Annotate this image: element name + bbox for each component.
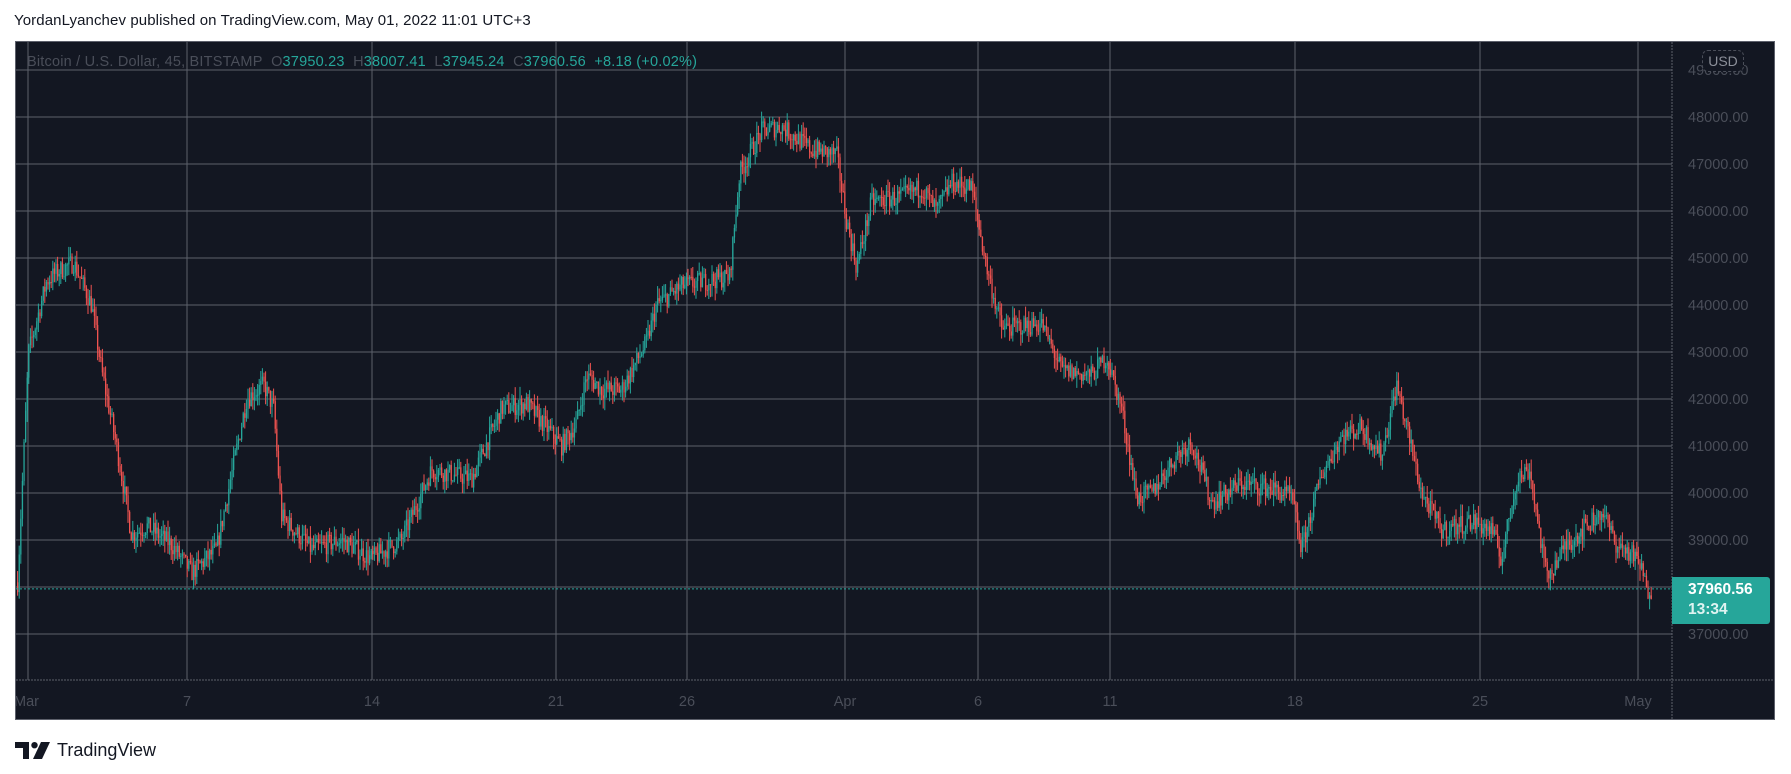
y-tick-label: 48000.00 xyxy=(1688,110,1748,126)
y-tick-label: 42000.00 xyxy=(1688,392,1748,408)
high-value: 38007.41 xyxy=(363,54,426,70)
change-value: +8.18 (+0.02%) xyxy=(594,54,698,70)
x-tick-label: Apr xyxy=(834,694,857,710)
y-tick-label: 40000.00 xyxy=(1688,486,1748,502)
candlestick-chart[interactable]: 37000.0038000.0039000.0040000.0041000.00… xyxy=(16,42,1775,720)
x-tick-label: 18 xyxy=(1287,694,1303,710)
y-tick-label: 41000.00 xyxy=(1688,439,1748,455)
x-tick-label: 26 xyxy=(679,694,695,710)
chart-panel[interactable]: 37000.0038000.0039000.0040000.0041000.00… xyxy=(15,41,1775,720)
y-tick-label: 44000.00 xyxy=(1688,298,1748,314)
x-tick-label: Mar xyxy=(16,694,39,710)
y-tick-label: 37000.00 xyxy=(1688,627,1748,643)
publish-info: YordanLyanchev published on TradingView.… xyxy=(14,12,531,29)
y-tick-label: 43000.00 xyxy=(1688,345,1748,361)
last-price-tag: 37960.56 13:34 xyxy=(1672,577,1770,624)
x-tick-label: 21 xyxy=(548,694,564,710)
x-tick-label: 11 xyxy=(1102,694,1117,710)
x-tick-label: 25 xyxy=(1472,694,1488,710)
y-tick-label: 45000.00 xyxy=(1688,251,1748,267)
low-label: L xyxy=(434,54,443,70)
currency-badge[interactable]: USD xyxy=(1702,50,1744,72)
x-tick-label: 6 xyxy=(974,694,982,710)
y-tick-label: 39000.00 xyxy=(1688,533,1748,549)
x-tick-label: 7 xyxy=(183,694,191,710)
open-value: 37950.23 xyxy=(282,54,345,70)
symbol-legend: Bitcoin / U.S. Dollar, 45, BITSTAMP O379… xyxy=(27,54,697,70)
tradingview-logo-icon xyxy=(15,741,50,759)
x-tick-label: 14 xyxy=(364,694,380,710)
high-label: H xyxy=(353,54,364,70)
last-price: 37960.56 xyxy=(1688,581,1753,598)
y-tick-label: 47000.00 xyxy=(1688,157,1748,173)
close-value: 37960.56 xyxy=(523,54,586,70)
low-value: 37945.24 xyxy=(442,54,505,70)
open-label: O xyxy=(271,54,283,70)
tradingview-logo[interactable]: TradingView xyxy=(15,738,156,762)
y-tick-label: 46000.00 xyxy=(1688,204,1748,220)
close-label: C xyxy=(513,54,524,70)
tradingview-wordmark: TradingView xyxy=(57,739,157,760)
x-tick-label: May xyxy=(1624,694,1652,710)
symbol-name: Bitcoin / U.S. Dollar, 45, BITSTAMP xyxy=(27,54,263,70)
bar-countdown: 13:34 xyxy=(1688,601,1728,618)
candles xyxy=(17,111,1652,610)
